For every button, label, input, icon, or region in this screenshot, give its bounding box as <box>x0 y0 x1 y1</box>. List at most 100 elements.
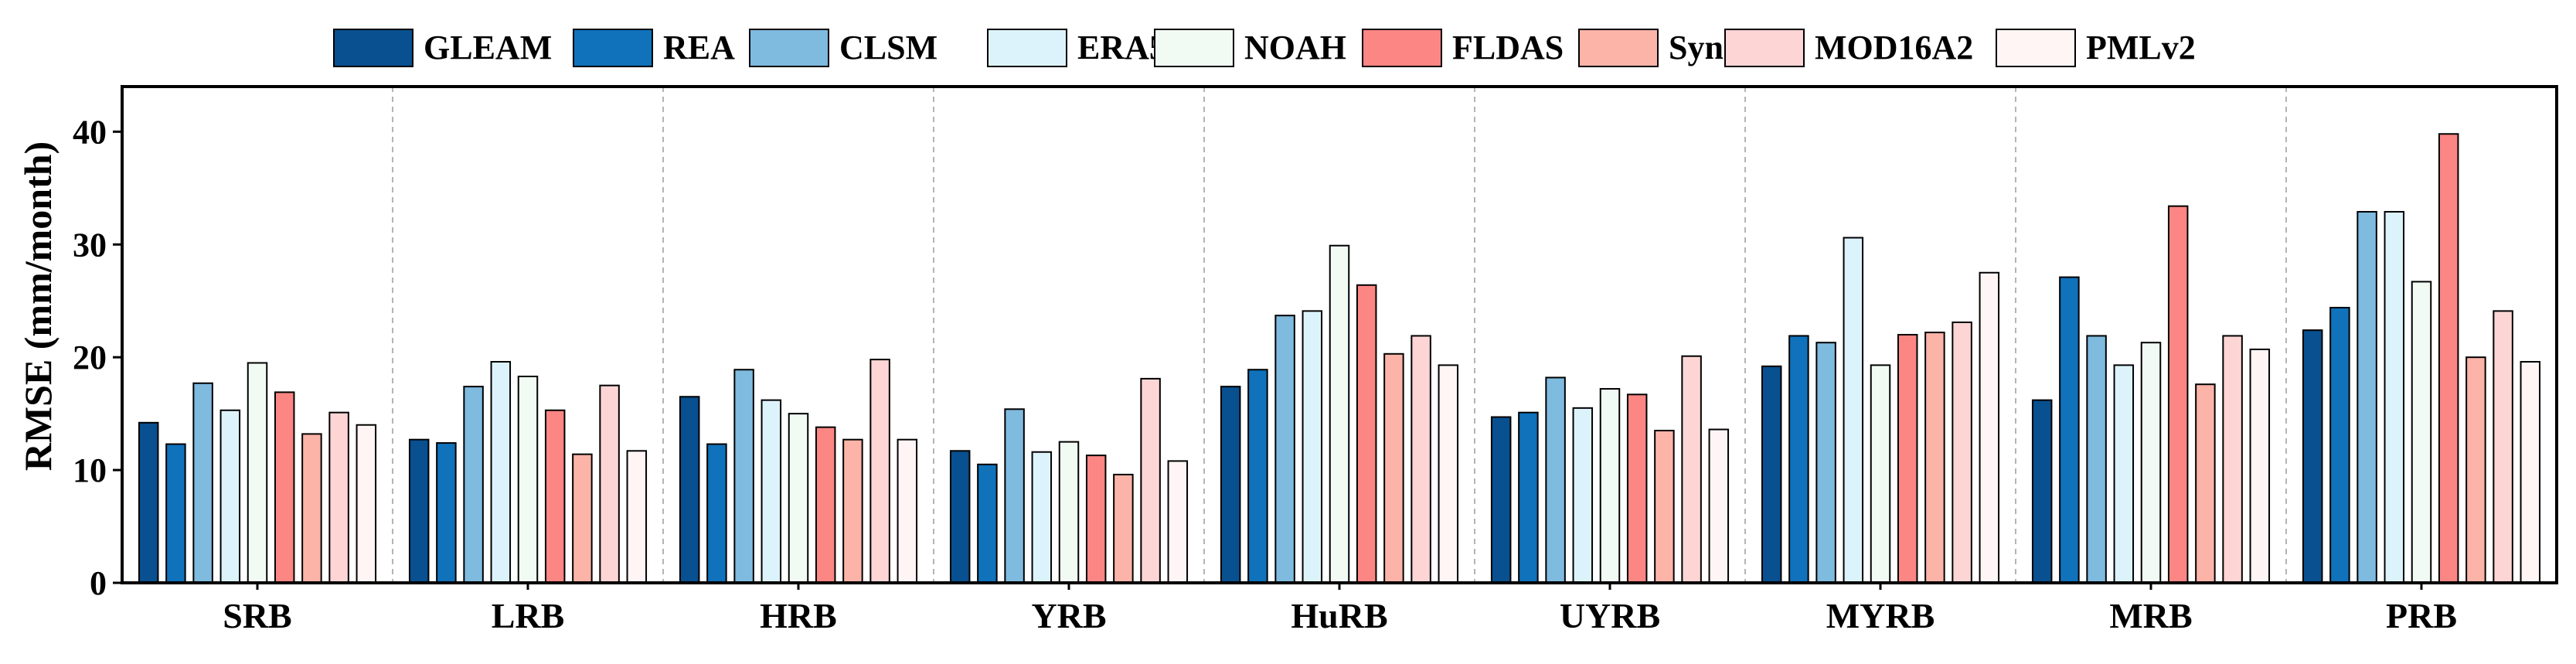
bar-hurb-gleam <box>1220 386 1241 584</box>
bar-mrb-pmlv2 <box>2249 348 2271 584</box>
bar-srb-mod16a2 <box>328 411 349 584</box>
legend-swatch-mod16a2 <box>1724 29 1805 67</box>
bar-hrb-rea <box>706 443 727 584</box>
y-tick-label: 10 <box>73 451 107 489</box>
bar-lrb-clsm <box>463 386 484 584</box>
bar-lrb-mod16a2 <box>599 384 620 584</box>
bar-lrb-gleam <box>408 438 430 584</box>
plot-frame <box>121 85 2558 584</box>
bar-hurb-syn <box>1383 352 1404 584</box>
bar-hrb-era5 <box>761 399 782 584</box>
bar-yrb-syn <box>1113 473 1134 584</box>
bar-mrb-gleam <box>2031 399 2053 584</box>
bar-hrb-fldas <box>815 426 836 584</box>
x-tick-label: MYRB <box>1826 596 1935 635</box>
bar-hurb-pmlv2 <box>1438 364 1459 584</box>
bar-hrb-syn <box>842 438 863 584</box>
bar-myrb-fldas <box>1897 334 1918 584</box>
legend-label-mod16a2: MOD16A2 <box>1815 29 1973 66</box>
bar-myrb-clsm <box>1815 342 1836 584</box>
bar-myrb-syn <box>1924 332 1945 584</box>
bar-prb-mod16a2 <box>2493 310 2513 584</box>
bar-myrb-noah <box>1870 364 1891 584</box>
bar-uyrb-fldas <box>1626 393 1648 584</box>
bar-myrb-rea <box>1788 335 1809 584</box>
bar-myrb-gleam <box>1761 365 1782 584</box>
legend-label-fldas: FLDAS <box>1452 29 1564 66</box>
bar-yrb-noah <box>1058 441 1080 584</box>
bar-hurb-clsm <box>1274 315 1295 584</box>
bar-yrb-era5 <box>1031 451 1053 584</box>
bar-lrb-noah <box>517 375 539 584</box>
y-tick-label: 40 <box>73 113 107 151</box>
bar-hurb-era5 <box>1302 310 1323 584</box>
bar-lrb-era5 <box>490 361 512 584</box>
bar-srb-gleam <box>138 421 159 584</box>
bar-hurb-rea <box>1247 369 1268 584</box>
legend-swatch-era5 <box>987 29 1067 67</box>
bar-hurb-mod16a2 <box>1411 335 1431 584</box>
x-tick-label: YRB <box>1031 596 1106 635</box>
legend-swatch-syn <box>1578 29 1659 67</box>
legend-label-pmlv2: PMLv2 <box>2086 29 2196 66</box>
bar-lrb-pmlv2 <box>626 450 648 584</box>
bar-srb-noah <box>247 362 268 584</box>
x-tick-label: HuRB <box>1291 596 1387 635</box>
bar-yrb-clsm <box>1004 408 1025 584</box>
bar-prb-fldas <box>2438 133 2459 584</box>
bar-yrb-rea <box>977 463 998 584</box>
legend-label-clsm: CLSM <box>839 29 938 66</box>
bar-myrb-era5 <box>1843 237 1864 584</box>
bar-srb-syn <box>301 433 322 584</box>
bar-uyrb-pmlv2 <box>1708 428 1730 584</box>
legend-label-noah: NOAH <box>1244 29 1346 66</box>
legend-swatch-fldas <box>1362 29 1442 67</box>
bar-prb-syn <box>2465 356 2486 584</box>
bar-hrb-pmlv2 <box>897 438 918 584</box>
bar-srb-fldas <box>274 391 295 584</box>
bar-yrb-mod16a2 <box>1140 377 1161 584</box>
bar-hrb-mod16a2 <box>869 359 890 584</box>
bar-hrb-clsm <box>733 369 754 584</box>
bar-uyrb-era5 <box>1572 407 1594 584</box>
legend-swatch-pmlv2 <box>1996 29 2076 67</box>
bar-uyrb-clsm <box>1545 376 1566 584</box>
bar-mrb-mod16a2 <box>2222 335 2243 584</box>
bar-myrb-mod16a2 <box>1952 321 1972 584</box>
bar-lrb-syn <box>572 453 593 584</box>
bar-prb-clsm <box>2357 210 2377 584</box>
y-tick-label: 0 <box>90 564 107 602</box>
bar-uyrb-mod16a2 <box>1681 355 1702 584</box>
bar-hrb-gleam <box>679 396 700 584</box>
bar-mrb-clsm <box>2086 335 2107 584</box>
bar-lrb-fldas <box>544 409 566 584</box>
legend-swatch-noah <box>1154 29 1234 67</box>
x-tick-label: LRB <box>492 596 565 635</box>
legend-swatch-gleam <box>333 29 413 67</box>
bar-hrb-noah <box>788 413 809 584</box>
bar-prb-pmlv2 <box>2520 361 2541 584</box>
bar-prb-noah <box>2411 281 2432 584</box>
bar-yrb-pmlv2 <box>1167 460 1189 584</box>
x-tick-label: SRB <box>223 596 291 635</box>
legend-label-gleam: GLEAM <box>424 29 552 66</box>
plot-area: SRB LRB HRB YRB HuRB UYRB MYRB MRB PRB 0 10 20 30 40 <box>73 85 2558 635</box>
legend: GLEAM REA CLSM ERA5 NOAH FLDAS Syn MOD16A2 PMLv2 <box>333 29 2196 67</box>
x-tick-label: PRB <box>2386 596 2457 635</box>
y-tick-label: 20 <box>73 339 107 376</box>
bar-srb-pmlv2 <box>356 424 377 584</box>
bar-mrb-era5 <box>2113 364 2135 584</box>
bar-lrb-rea <box>436 442 457 584</box>
bar-yrb-fldas <box>1085 455 1107 584</box>
bar-srb-clsm <box>192 382 213 584</box>
bar-mrb-rea <box>2059 276 2080 584</box>
bar-mrb-noah <box>2140 342 2162 584</box>
bar-hurb-fldas <box>1356 284 1377 584</box>
bar-prb-era5 <box>2384 210 2405 584</box>
bar-yrb-gleam <box>949 450 971 584</box>
bar-prb-rea <box>2329 306 2350 584</box>
legend-swatch-rea <box>573 29 653 67</box>
bar-prb-gleam <box>2302 329 2323 584</box>
